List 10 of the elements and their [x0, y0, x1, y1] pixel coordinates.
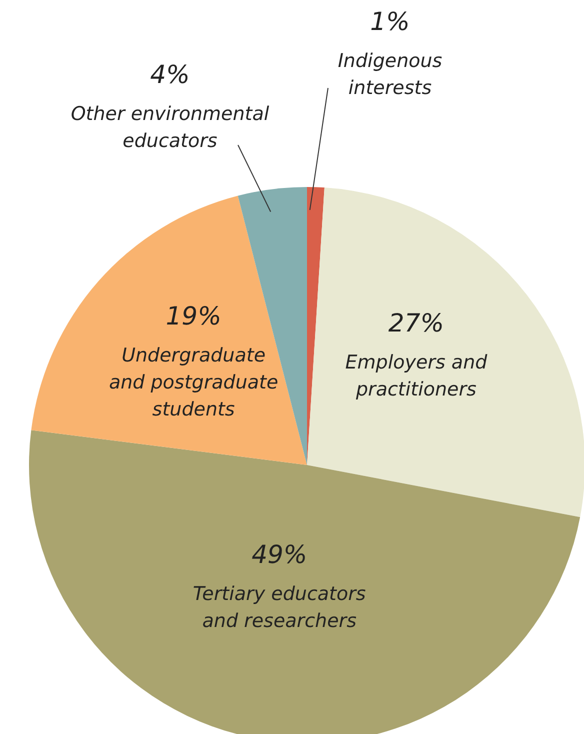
- data-label: 4%: [150, 60, 190, 89]
- slice-label: Indigenous interests: [338, 50, 442, 99]
- data-label: 49%: [252, 540, 308, 569]
- slice-label: Other environmental educators: [70, 103, 270, 152]
- slice-label: Undergraduate and postgraduate students: [108, 344, 278, 420]
- data-label: 27%: [388, 308, 444, 338]
- data-label: 19%: [166, 301, 222, 330]
- data-label: 1%: [370, 7, 410, 36]
- slice-label: Tertiary educators and researchers: [192, 582, 366, 632]
- slice-label: Employers and practitioners: [345, 351, 488, 400]
